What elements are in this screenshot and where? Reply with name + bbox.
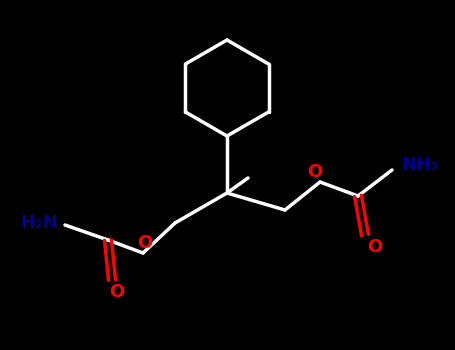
Text: O: O bbox=[308, 163, 323, 181]
Text: H₂N: H₂N bbox=[20, 214, 58, 232]
Text: O: O bbox=[109, 283, 125, 301]
Text: O: O bbox=[367, 238, 383, 256]
Text: O: O bbox=[137, 234, 152, 252]
Text: NH₂: NH₂ bbox=[401, 156, 439, 174]
